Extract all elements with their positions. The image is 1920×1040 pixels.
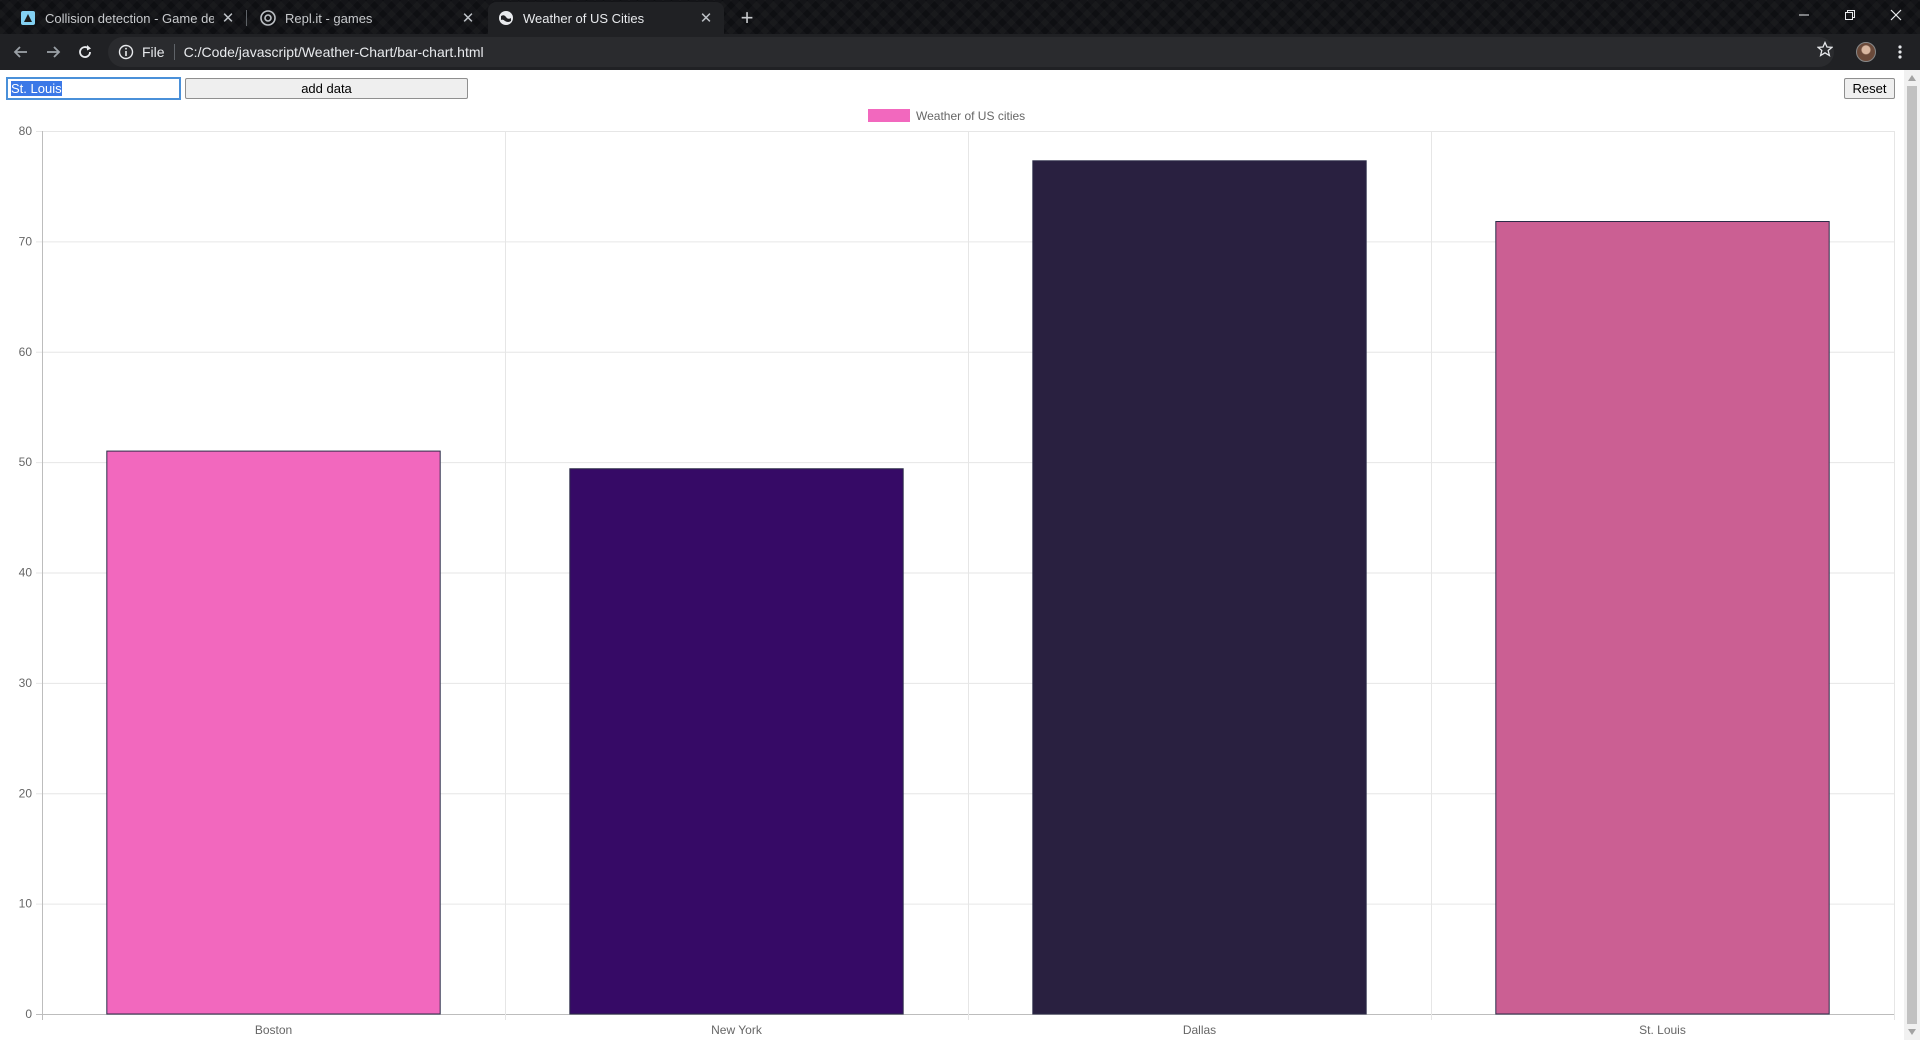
reset-button[interactable]: Reset xyxy=(1844,78,1895,99)
more-vert-icon xyxy=(1898,45,1902,59)
add-data-button[interactable]: add data xyxy=(185,78,468,99)
y-tick-label: 0 xyxy=(25,1007,32,1021)
browser-toolbar: File C:/Code/javascript/Weather-Chart/ba… xyxy=(0,34,1920,70)
replit-icon xyxy=(260,10,276,26)
close-icon[interactable]: ✕ xyxy=(461,10,475,27)
scroll-up-arrow-icon[interactable] xyxy=(1904,70,1920,86)
scrollbar-thumb[interactable] xyxy=(1907,86,1917,1024)
forward-button[interactable] xyxy=(38,37,68,67)
minimize-icon xyxy=(1799,14,1809,16)
x-axis: Boston New York Dallas St. Louis xyxy=(255,1023,1686,1037)
tab-title: Repl.it - games xyxy=(285,10,373,26)
legend-label[interactable]: Weather of US cities xyxy=(916,109,1025,123)
chart-legend[interactable]: Weather of US cities xyxy=(868,109,1025,123)
y-tick-label: 80 xyxy=(19,124,33,138)
bar-new-york[interactable] xyxy=(569,468,904,1015)
tab-title: Weather of US Cities xyxy=(523,10,645,26)
y-tick-label: 20 xyxy=(19,786,33,800)
url-scheme-label: File xyxy=(142,44,165,60)
x-tick-label: New York xyxy=(711,1023,763,1037)
tab-title: Collision detection - Game devel xyxy=(45,10,214,26)
x-tick-label: St. Louis xyxy=(1639,1023,1686,1037)
bar-chart: 0 10 20 30 40 50 60 70 80 Boston New York Dallas St… xyxy=(19,109,1895,1037)
page-scrollbar[interactable] xyxy=(1904,70,1920,1040)
y-tick-label: 50 xyxy=(19,455,33,469)
close-icon[interactable]: ✕ xyxy=(699,10,713,27)
tab-collision-detection[interactable]: Collision detection - Game devel ✕ xyxy=(10,2,246,34)
x-tick-label: Boston xyxy=(255,1023,292,1037)
bar-dallas[interactable] xyxy=(1032,160,1367,1015)
bar-st-louis[interactable] xyxy=(1495,221,1830,1015)
forward-arrow-icon xyxy=(47,46,61,58)
page-content: add data Reset 0 10 20 30 40 50 60 70 80 Boston N… xyxy=(0,70,1904,1040)
bookmark-button[interactable] xyxy=(1810,34,1840,64)
address-bar[interactable]: File C:/Code/javascript/Weather-Chart/ba… xyxy=(108,37,1834,67)
profile-avatar[interactable] xyxy=(1856,42,1876,62)
y-tick-label: 10 xyxy=(19,897,33,911)
browser-menu-button[interactable] xyxy=(1890,40,1910,64)
close-icon xyxy=(1890,9,1902,21)
info-icon[interactable] xyxy=(118,44,134,60)
tab-replit-games[interactable]: Repl.it - games ✕ xyxy=(250,2,486,34)
new-tab-button[interactable]: + xyxy=(740,5,754,30)
url-text[interactable]: C:/Code/javascript/Weather-Chart/bar-cha… xyxy=(183,44,484,60)
y-tick-label: 40 xyxy=(19,566,33,580)
legend-swatch[interactable] xyxy=(868,109,910,122)
scroll-down-arrow-icon[interactable] xyxy=(1904,1024,1920,1040)
x-tick-label: Dallas xyxy=(1183,1023,1216,1037)
tab-divider xyxy=(246,10,247,26)
y-axis: 0 10 20 30 40 50 60 70 80 xyxy=(19,124,33,1021)
city-input[interactable] xyxy=(6,77,181,100)
mdn-icon xyxy=(21,11,35,25)
close-icon[interactable]: ✕ xyxy=(221,10,235,27)
chart-bars xyxy=(106,160,1830,1015)
tab-weather-of-us-cities[interactable]: Weather of US Cities ✕ xyxy=(488,2,724,34)
reload-button[interactable] xyxy=(70,37,100,67)
minimize-button[interactable] xyxy=(1781,0,1827,30)
reload-icon xyxy=(79,45,91,58)
y-tick-label: 30 xyxy=(19,676,33,690)
globe-icon xyxy=(499,11,513,25)
y-tick-label: 70 xyxy=(19,234,33,248)
restore-icon xyxy=(1845,10,1855,20)
tab-strip: Collision detection - Game devel ✕ Repl.… xyxy=(0,0,1920,34)
back-button[interactable] xyxy=(6,37,36,67)
star-icon xyxy=(1817,41,1833,57)
restore-button[interactable] xyxy=(1827,0,1873,30)
bar-boston[interactable] xyxy=(106,450,441,1015)
close-window-button[interactable] xyxy=(1873,0,1919,30)
url-divider xyxy=(173,44,175,60)
y-tick-label: 60 xyxy=(19,345,33,359)
back-arrow-icon xyxy=(13,46,27,58)
